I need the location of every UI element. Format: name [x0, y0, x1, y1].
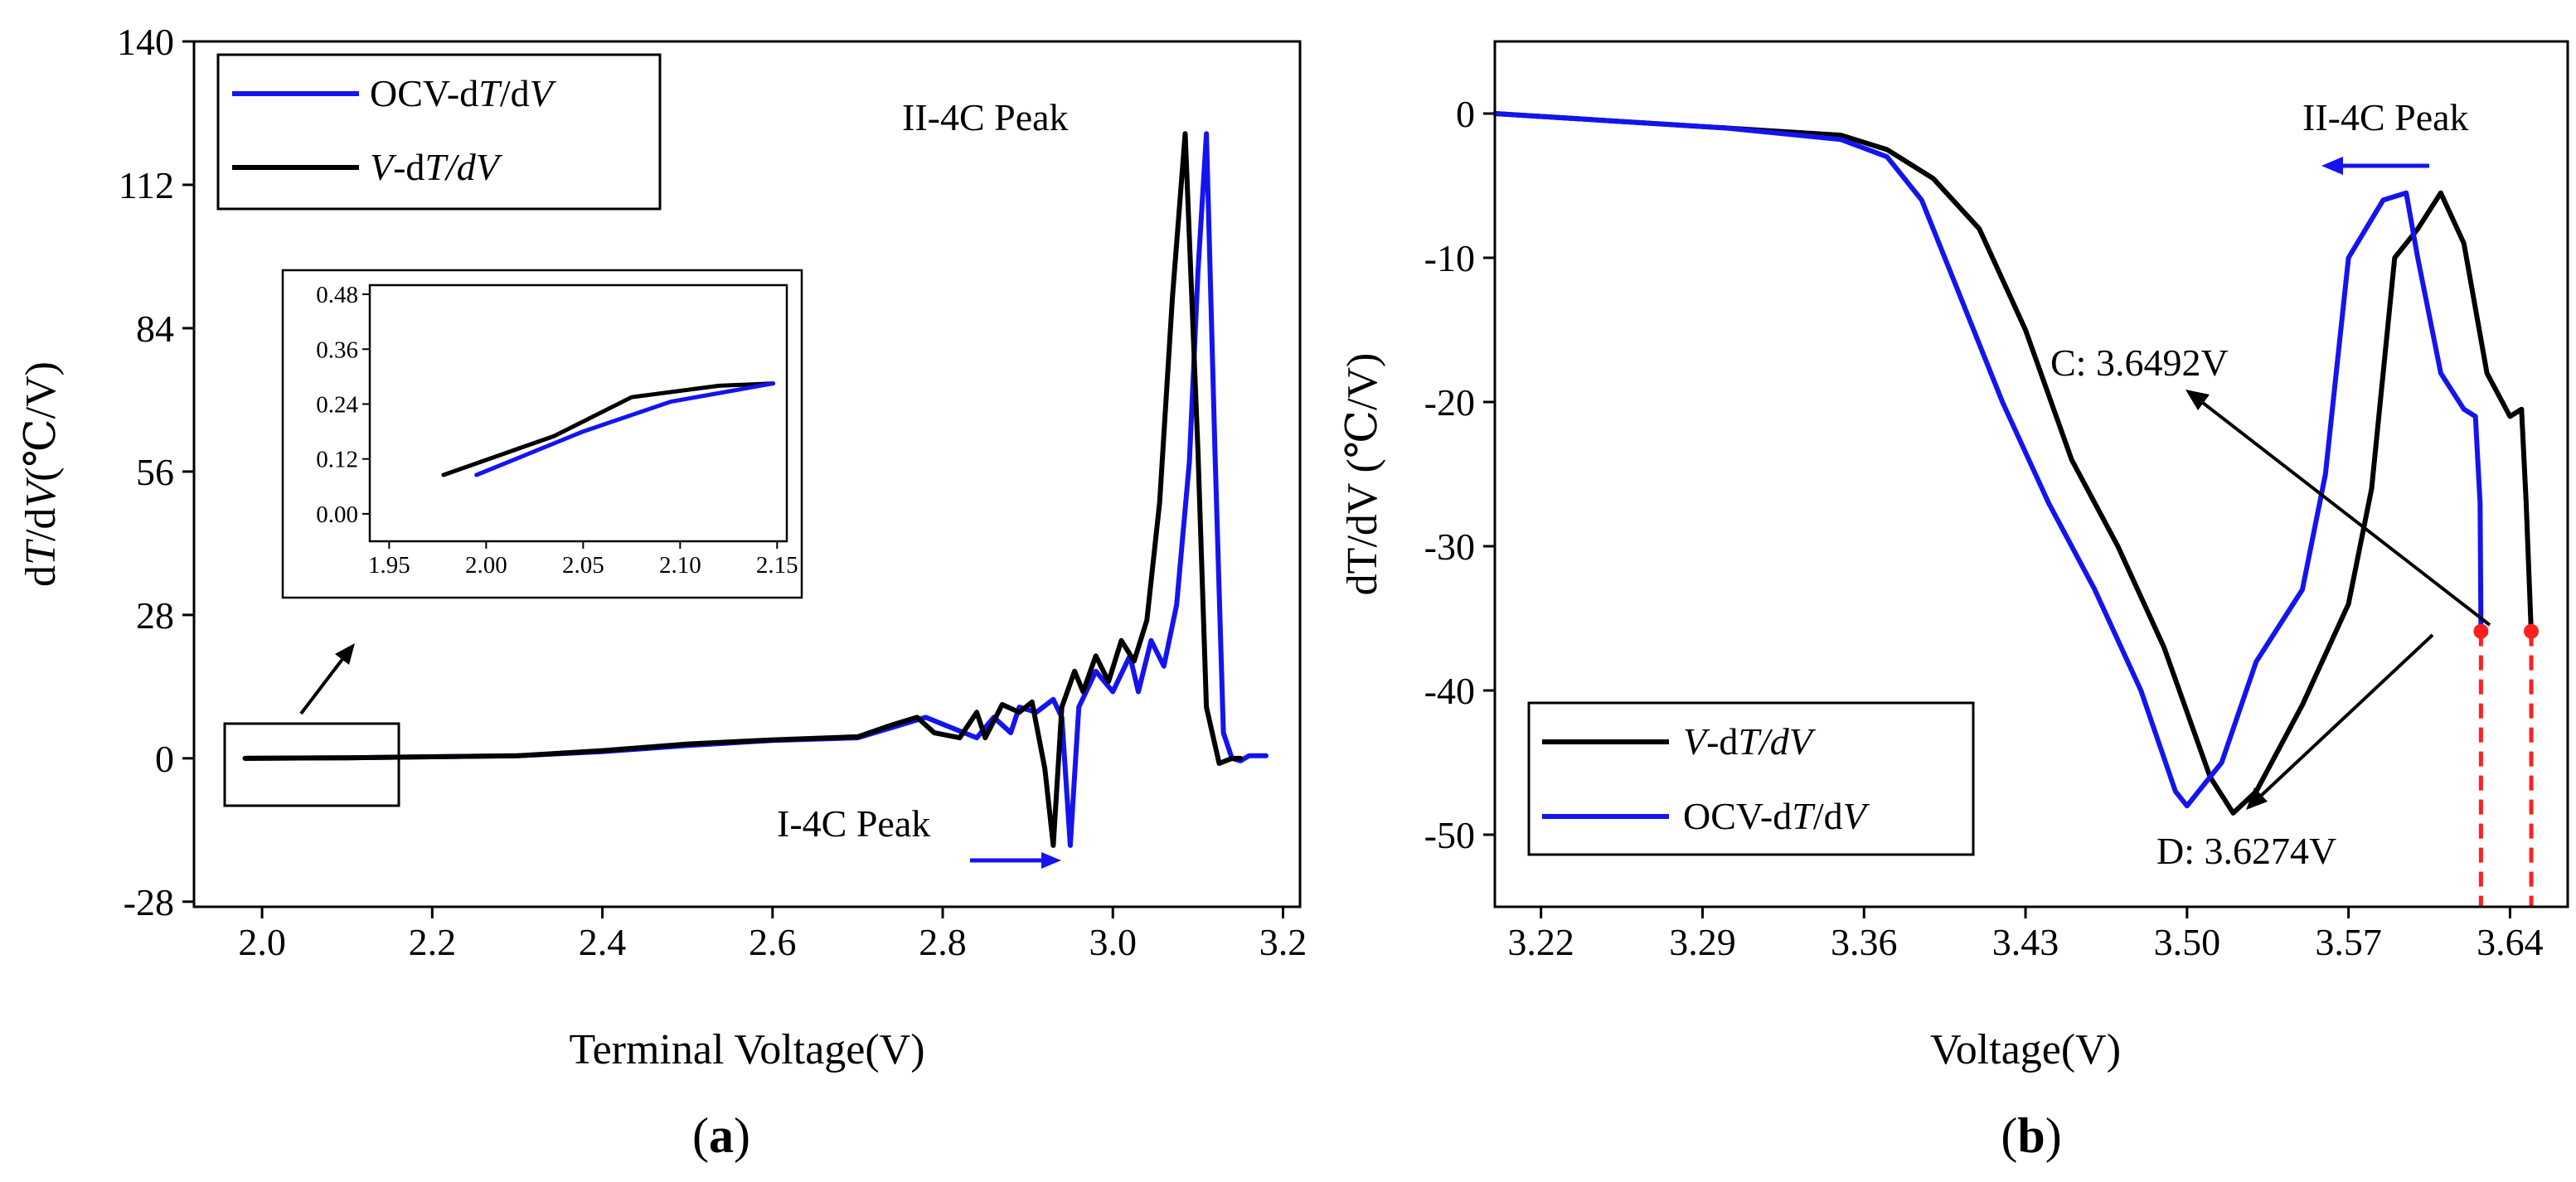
panel-b-plot-frame	[1493, 40, 2569, 908]
panel-a-annotation-peak2: II-4C Peak	[902, 96, 1069, 138]
panel-a-series-v-dt-dv	[242, 131, 1244, 848]
panel-a-y-axis-title: dT/dV(℃/V)	[17, 361, 65, 587]
panel-a-inset-y-tick-label: 0.36	[316, 337, 358, 363]
panel-b-ticks: 3.22 3.29 3.36 3.43 3.50 3.57 3.64 0 -10 -20 -30 -4…	[1424, 93, 2544, 963]
panel-a-inset-y-tick-label: 0.24	[316, 391, 358, 418]
panel-b-series-ocv-dt-dv	[1492, 111, 2484, 809]
panel-a-inset-x-tick-label: 1.95	[368, 552, 410, 579]
panel-b-c-arrow-shaft	[2201, 401, 2491, 627]
panel-a-y-tick-label: 28	[136, 594, 174, 637]
panel-b-legend-label-v: V-dT/dV	[1683, 720, 1817, 763]
panel-b-peak-arrow-head	[2321, 157, 2343, 175]
panel-a-x-tick-label: 3.2	[1259, 921, 1307, 963]
panel-b-x-tick-label: 3.50	[2154, 921, 2221, 963]
panel-b-c-arrow-head	[2185, 390, 2210, 410]
panel-a-inset-x-tick-label: 2.15	[756, 552, 798, 579]
panel-b-y-tick-label: -30	[1424, 526, 1475, 568]
panel-b-d-arrow-head	[2246, 787, 2268, 810]
panel-b-y-tick-label: -40	[1424, 670, 1475, 712]
panel-a-zoom-box	[223, 722, 400, 807]
panel-a-inset-plot-frame	[368, 283, 788, 543]
panel-a-x-axis-title: Terminal Voltage(V)	[569, 1026, 924, 1073]
panel-a-inset-series	[441, 381, 776, 477]
panel-a-plot-frame	[192, 40, 1302, 908]
panel-b-y-tick-label: -10	[1424, 237, 1475, 279]
panel-b-x-tick-label: 3.36	[1831, 921, 1898, 963]
panel-b-y-axis-title: dT/dV (℃/V)	[1339, 353, 1386, 596]
panel-a-x-tick-label: 2.2	[409, 921, 457, 963]
panel-b-marker-d-point	[2473, 623, 2489, 639]
panel-a-y-tick-label: 56	[136, 451, 174, 493]
panel-a-inset-ticks: 1.95 2.00 2.05 2.10 2.15 0.00 0.12 0.24 0.36 0.48	[316, 282, 798, 579]
panel-a-ticks: 2.0 2.2 2.4 2.6 2.8 3.0 3.2 -28 0 28 56 84 112 140	[117, 21, 1307, 963]
panel-b-caption: (b)	[2001, 1108, 2061, 1163]
panel-a-legend-box	[216, 53, 662, 211]
panel-b-series-v-dt-dv	[1492, 111, 2534, 816]
panel-b-x-tick-label: 3.43	[1992, 921, 2059, 963]
panel-b-annotation-d: D: 3.6274V	[2156, 830, 2336, 872]
panel-a-inset-series-ocv-dt-dv	[474, 381, 776, 477]
panel-a-zoom-arrow-head	[335, 643, 355, 665]
panel-b-legend: V-dT/dV OCV-dT/dV	[1527, 701, 1975, 856]
panel-a-inset-y-tick-label: 0.48	[316, 282, 358, 308]
panel-a-x-tick-label: 2.8	[919, 921, 967, 963]
panel-a-x-tick-label: 3.0	[1089, 921, 1137, 963]
panel-b-y-tick-label: -50	[1424, 814, 1475, 856]
panel-a-series	[242, 131, 1269, 848]
panel-a-y-tick-label: 140	[117, 21, 174, 63]
panel-b-x-axis-title: Voltage(V)	[1930, 1026, 2121, 1073]
panel-a-x-tick-label: 2.0	[238, 921, 286, 963]
panel-b-markers	[2473, 623, 2540, 907]
panel-a-x-tick-label: 2.4	[579, 921, 627, 963]
panel-b-annotation-peak: II-4C Peak	[2302, 96, 2469, 138]
panel-a-inset-x-tick-label: 2.00	[465, 552, 507, 579]
panel-b-x-tick-label: 3.57	[2315, 921, 2382, 963]
panel-b-d-arrow-shaft	[2258, 633, 2434, 798]
panel-a-y-tick-label: -28	[124, 881, 174, 923]
panel-b-x-tick-label: 3.29	[1669, 921, 1736, 963]
panel-a-inset-y-tick-label: 0.00	[316, 501, 358, 528]
panel-a-y-tick-label: 84	[136, 308, 174, 350]
panel-b-legend-label-ocv: OCV-dT/dV	[1683, 795, 1870, 837]
panel-a-inset-series-v-dt-dv	[441, 381, 776, 477]
panel-a-legend-label-ocv: OCV-dT/dV	[370, 72, 557, 114]
panel-a-inset-x-tick-label: 2.05	[562, 552, 604, 579]
panel-a-inset-frame	[281, 269, 803, 599]
panel-a-zoom-arrow-shaft	[299, 653, 347, 715]
panel-b-legend-box	[1527, 701, 1975, 856]
panel-b-x-tick-label: 3.22	[1507, 921, 1574, 963]
panel-a: 2.0 2.2 2.4 2.6 2.8 3.0 3.2 -28 0 28 56 84 112 140 OC…	[17, 21, 1307, 1163]
panel-b-y-tick-label: -20	[1424, 381, 1475, 424]
panel-b-annotation-c: C: 3.6492V	[2050, 342, 2229, 384]
panel-a-legend: OCV-dT/dV V-dT/dV	[216, 53, 662, 211]
panel-b-series	[1492, 111, 2534, 816]
panel-a-y-tick-label: 112	[119, 164, 174, 206]
panel-b-y-tick-label: 0	[1456, 93, 1475, 135]
panel-b-marker-c-point	[2524, 623, 2540, 639]
panel-a-inset-x-tick-label: 2.10	[659, 552, 701, 579]
panel-a-x-tick-label: 2.6	[749, 921, 797, 963]
panel-a-caption: (a)	[692, 1108, 750, 1163]
panel-b: 3.22 3.29 3.36 3.43 3.50 3.57 3.64 0 -10 -20 -30 -4…	[1339, 40, 2569, 1163]
panel-a-y-tick-label: 0	[155, 738, 174, 780]
panel-a-peak1-arrow-head	[1041, 852, 1061, 869]
panel-a-inset-y-tick-label: 0.12	[316, 447, 358, 473]
panel-a-legend-label-v: V-dT/dV	[370, 146, 503, 188]
panel-b-x-tick-label: 3.64	[2477, 921, 2544, 963]
panel-a-inset: 1.95 2.00 2.05 2.10 2.15 0.00 0.12 0.24 0.36 0.48	[281, 269, 803, 599]
panel-a-annotation-peak1: I-4C Peak	[777, 802, 930, 845]
